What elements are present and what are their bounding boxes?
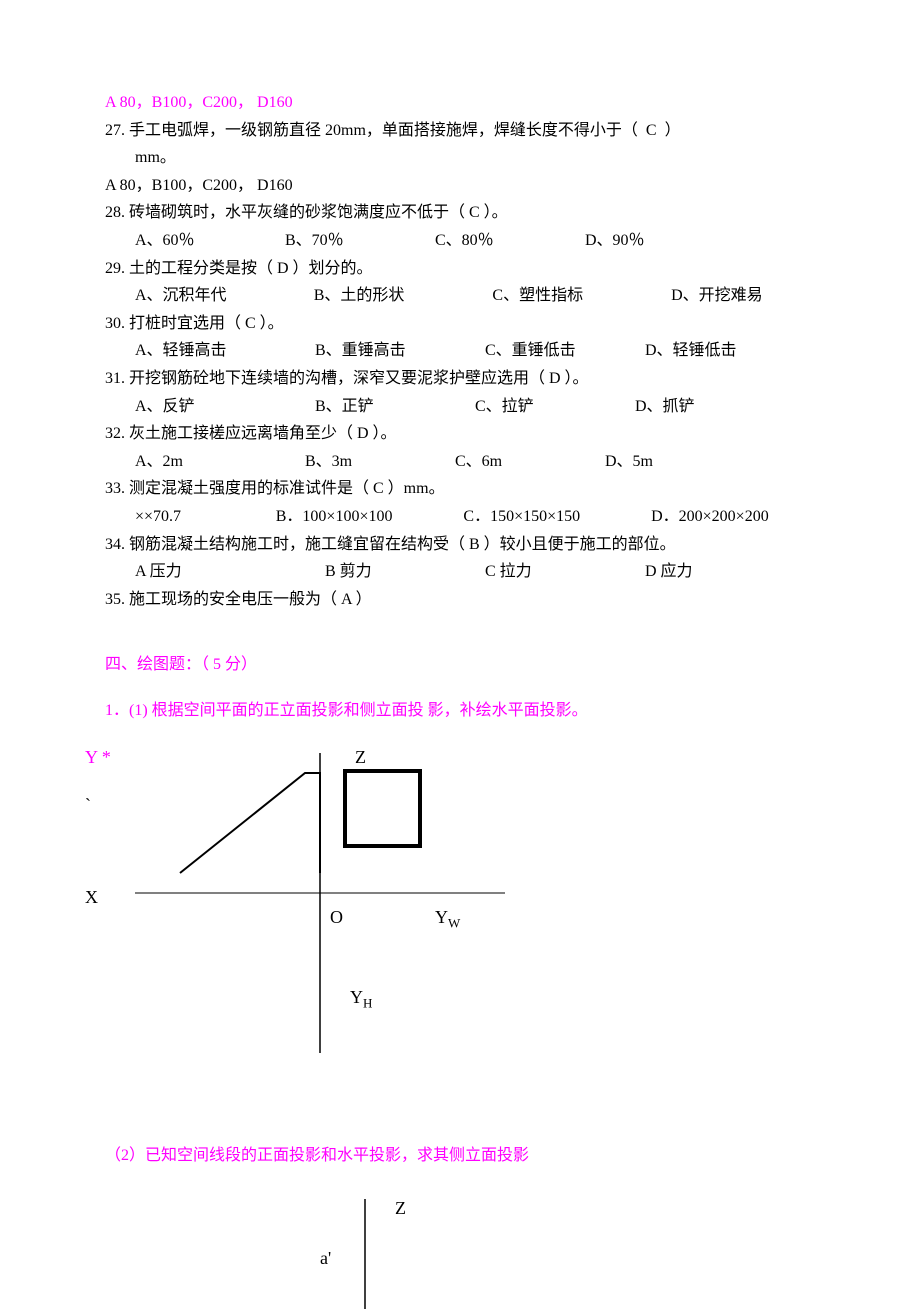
option-b: B、70％ bbox=[285, 228, 435, 254]
label-backtick: ` bbox=[85, 791, 91, 820]
question-29: 29. 土的工程分类是按（ D ）划分的。 A、沉积年代 B、土的形状 C、塑性… bbox=[105, 256, 820, 309]
q-options: A、60％ B、70％ C、80％ D、90％ bbox=[105, 228, 820, 254]
q-num: 33. bbox=[105, 480, 125, 497]
question-27: 27. 手工电弧焊，一级钢筋直径 20mm，单面搭接施焊，焊缝长度不得小于（ C… bbox=[105, 118, 820, 199]
option-a: A、反铲 bbox=[135, 394, 315, 420]
q-options: A、轻锤高击 B、重锤高击 C、重锤低击 D、轻锤低击 bbox=[105, 338, 820, 364]
diagram-1-svg bbox=[105, 743, 525, 1063]
q-num: 28. bbox=[105, 204, 125, 221]
option-c: C．150×150×150 bbox=[463, 504, 651, 530]
option-d: D、开挖难易 bbox=[671, 283, 820, 309]
q-text: 打桩时宜选用（ C ）。 bbox=[129, 315, 284, 332]
q-text: 手工电弧焊，一级钢筋直径 20mm，单面搭接施焊，焊缝长度不得小于（ C ） bbox=[129, 122, 681, 139]
question-32: 32. 灰土施工接槎应远离墙角至少（ D ）。 A、2m B、3m C、6m D… bbox=[105, 421, 820, 474]
q-text: 钢筋混凝土结构施工时，施工缝宜留在结构受（ B ）较小且便于施工的部位。 bbox=[129, 536, 676, 553]
label-x: X bbox=[85, 883, 98, 912]
diagram-1: Y * ` X Z O YW YH bbox=[105, 743, 820, 1063]
option-b: B 剪力 bbox=[325, 559, 485, 585]
option-b: B、土的形状 bbox=[314, 283, 493, 309]
pre-options-line: A 80，B100，C200， D160 bbox=[105, 90, 820, 116]
option-d: D、轻锤低击 bbox=[645, 338, 795, 364]
option-c: C 拉力 bbox=[485, 559, 645, 585]
q-text: 开挖钢筋砼地下连续墙的沟槽，深窄又要泥浆护壁应选用（ D ）。 bbox=[129, 370, 589, 387]
q-text: 测定混凝土强度用的标准试件是（ C ）mm。 bbox=[129, 480, 445, 497]
option-c: C、重锤低击 bbox=[485, 338, 645, 364]
q-num: 31. bbox=[105, 370, 125, 387]
q-options: A、2m B、3m C、6m D、5m bbox=[105, 449, 820, 475]
option-a: A、沉积年代 bbox=[135, 283, 314, 309]
option-d: D、5m bbox=[605, 449, 755, 475]
option-a: ××70.7 bbox=[135, 504, 276, 530]
option-b: B、正铲 bbox=[315, 394, 475, 420]
question-28: 28. 砖墙砌筑时，水平灰缝的砂浆饱满度应不低于（ C ）。 A、60％ B、7… bbox=[105, 200, 820, 253]
option-b: B．100×100×100 bbox=[276, 504, 464, 530]
q-options: A 压力 B 剪力 C 拉力 D 应力 bbox=[105, 559, 820, 585]
question-30: 30. 打桩时宜选用（ C ）。 A、轻锤高击 B、重锤高击 C、重锤低击 D、… bbox=[105, 311, 820, 364]
option-d: D 应力 bbox=[645, 559, 795, 585]
q-text: 土的工程分类是按（ D ）划分的。 bbox=[129, 260, 373, 277]
option-a: A、2m bbox=[135, 449, 305, 475]
option-a: A、轻锤高击 bbox=[135, 338, 315, 364]
section-4-q1-title: 1．(1) 根据空间平面的正立面投影和侧立面投 影，补绘水平面投影。 bbox=[105, 698, 820, 724]
q-num: 34. bbox=[105, 536, 125, 553]
q-text-cont: mm。 bbox=[105, 145, 820, 171]
option-b: B、重锤高击 bbox=[315, 338, 485, 364]
q-options: A、沉积年代 B、土的形状 C、塑性指标 D、开挖难易 bbox=[105, 283, 820, 309]
q-options: A、反铲 B、正铲 C、拉铲 D、抓铲 bbox=[105, 394, 820, 420]
q-num: 30. bbox=[105, 315, 125, 332]
option-d: D、抓铲 bbox=[635, 394, 785, 420]
q-options: ××70.7 B．100×100×100 C．150×150×150 D．200… bbox=[105, 504, 820, 530]
q-text: 灰土施工接槎应远离墙角至少（ D ）。 bbox=[129, 425, 397, 442]
section-4-q2-title: （2）已知空间线段的正面投影和水平投影，求其侧立面投影 bbox=[105, 1143, 820, 1169]
question-33: 33. 测定混凝土强度用的标准试件是（ C ）mm。 ××70.7 B．100×… bbox=[105, 476, 820, 529]
option-d: D．200×200×200 bbox=[651, 504, 820, 530]
section-4-title: 四、绘图题：（ 5 分） bbox=[105, 652, 820, 678]
q-text: 砖墙砌筑时，水平灰缝的砂浆饱满度应不低于（ C ）。 bbox=[129, 204, 508, 221]
q-num: 35. bbox=[105, 591, 125, 608]
option-c: C、塑性指标 bbox=[492, 283, 671, 309]
option-c: C、拉铲 bbox=[475, 394, 635, 420]
q-options: A 80，B100，C200， D160 bbox=[105, 173, 820, 199]
q-num: 29. bbox=[105, 260, 125, 277]
diagram-2: Z a' bbox=[105, 1189, 820, 1309]
q-text: 施工现场的安全电压一般为（ A ） bbox=[129, 591, 372, 608]
option-c: C、80％ bbox=[435, 228, 585, 254]
parallelogram-shape bbox=[180, 773, 320, 873]
option-a: A、60％ bbox=[135, 228, 285, 254]
option-d: D、90％ bbox=[585, 228, 735, 254]
q-num: 27. bbox=[105, 122, 125, 139]
diagram-2-svg bbox=[105, 1189, 525, 1309]
question-34: 34. 钢筋混凝土结构施工时，施工缝宜留在结构受（ B ）较小且便于施工的部位。… bbox=[105, 532, 820, 585]
q-num: 32. bbox=[105, 425, 125, 442]
option-c: C、6m bbox=[455, 449, 605, 475]
rectangle-shape bbox=[345, 771, 420, 846]
option-a: A 压力 bbox=[135, 559, 325, 585]
question-35: 35. 施工现场的安全电压一般为（ A ） bbox=[105, 587, 820, 613]
question-31: 31. 开挖钢筋砼地下连续墙的沟槽，深窄又要泥浆护壁应选用（ D ）。 A、反铲… bbox=[105, 366, 820, 419]
option-b: B、3m bbox=[305, 449, 455, 475]
